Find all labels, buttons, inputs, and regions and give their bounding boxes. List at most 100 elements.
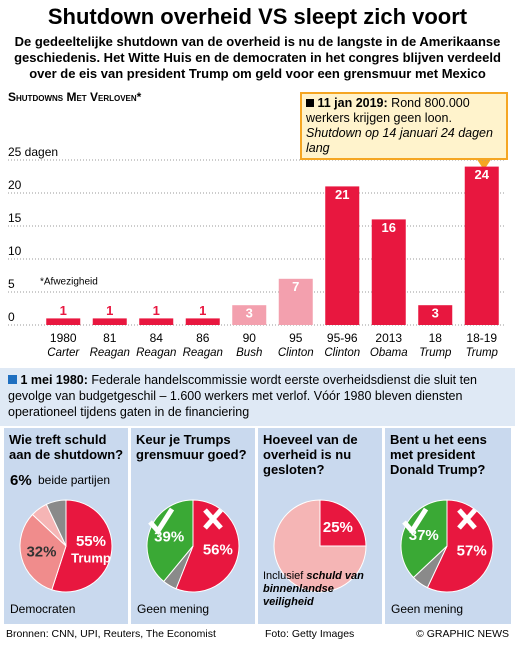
callout: 11 jan 2019: Rond 800.000 werkers krijge…: [300, 92, 508, 160]
callout-text: Rond 800.000 werkers krijgen geen loon.: [306, 96, 470, 125]
x-tick-label: 95-96: [327, 331, 358, 345]
info-background: [0, 368, 515, 426]
x-tick-label: 81: [103, 331, 117, 345]
value-label: 32%: [26, 543, 56, 560]
check-icon: [402, 507, 429, 536]
data-label: 3: [432, 306, 439, 321]
bar: [185, 318, 220, 325]
bar: [232, 305, 267, 325]
title: Shutdown overheid VS sleept zich voort: [47, 4, 468, 29]
x-tick-label: 84: [150, 331, 164, 345]
data-label: 21: [335, 187, 349, 202]
category-label: Democraten: [10, 602, 75, 616]
pie-title: Hoeveel van de overheid is nu gesloten?: [263, 432, 358, 477]
value-label: 56%: [203, 542, 233, 559]
pie-slice: [273, 499, 367, 593]
data-label: 7: [292, 279, 299, 294]
data-label: 1: [199, 303, 206, 318]
bar: [92, 318, 127, 325]
x-tick-sublabel: Reagan: [90, 347, 130, 359]
data-label: 1: [153, 303, 160, 318]
info-date: 1 mei 1980:: [20, 373, 88, 387]
bar: [464, 166, 499, 325]
bullet: [8, 375, 17, 384]
value-label: 37%: [409, 527, 439, 544]
bar: [371, 219, 406, 325]
category-label: Trump: [71, 550, 111, 565]
value-label: 55%: [76, 533, 106, 550]
sources: Bronnen: CNN, UPI, Reuters, The Economis…: [6, 628, 216, 640]
category-label: Geen mening: [391, 602, 463, 616]
value-label: 57%: [457, 542, 487, 559]
pie-slice: [146, 499, 194, 583]
info: 1 mei 1980: Federale handelscommissie wo…: [8, 372, 508, 420]
note-emphasis: schuld van binnenlandse veiligheid: [263, 570, 364, 608]
y-tick-label: 20: [8, 178, 22, 192]
x-tick-label: 18-19: [466, 331, 497, 345]
value-label: 39%: [154, 528, 184, 545]
x-tick-sublabel: Carter: [47, 347, 80, 359]
data-label: 3: [246, 306, 253, 321]
pie-title: Bent u het eens met president Donald Tru…: [390, 432, 487, 477]
x-tick-label: 90: [243, 331, 257, 345]
callout-pointer: [476, 158, 492, 170]
photo-credit: Foto: Getty Images: [265, 628, 355, 640]
y-tick-label: 0: [8, 310, 15, 324]
x-tick-label: 95: [289, 331, 303, 345]
x-tick-label: 2013: [375, 331, 402, 345]
pie-slice: [19, 513, 67, 591]
bar: [418, 305, 453, 325]
chart-title: Shutdowns Met Verloven*: [8, 90, 142, 104]
data-label: 1: [60, 303, 67, 318]
bar: [139, 318, 174, 325]
pie-slice: [51, 499, 113, 593]
x-tick-sublabel: Trump: [419, 347, 452, 359]
callout-date: 11 jan 2019:: [317, 96, 388, 110]
subtitle: De gedeeltelijke shutdown van de overhei…: [14, 34, 501, 81]
cross-icon: [457, 508, 477, 530]
x-tick-sublabel: Reagan: [183, 347, 223, 359]
y-tick-label: 25 dagen: [8, 145, 58, 159]
pie-title: Wie treft schuld aan de shutdown?: [9, 432, 124, 462]
y-tick-label: 5: [8, 277, 15, 291]
info-text: Federale handelscommissie wordt eerste o…: [8, 373, 478, 419]
data-label: 16: [382, 220, 396, 235]
x-tick-sublabel: Bush: [236, 347, 262, 359]
pie-note: Inclusief schuld van binnenlandse veilig…: [263, 570, 379, 609]
pie-slice: [175, 499, 240, 593]
value-label: 6%: [10, 472, 32, 489]
bar: [325, 186, 360, 325]
pie-slice: [319, 499, 367, 547]
x-tick-sublabel: Clinton: [324, 347, 360, 359]
category-label: Geen mening: [137, 602, 209, 616]
note: Inclusief: [263, 570, 304, 582]
credit: © GRAPHIC NEWS: [416, 628, 509, 640]
category-label: beide partijen: [38, 473, 110, 487]
x-tick-sublabel: Clinton: [278, 347, 314, 359]
pie-slice: [426, 499, 494, 593]
x-tick-label: 18: [429, 331, 443, 345]
callout-detail: Shutdown op 14 januari 24 dagen lang: [306, 126, 493, 155]
bar: [278, 278, 313, 325]
pie-title: Keur je Trumps grensmuur goed?: [136, 432, 247, 462]
pie-slice: [400, 499, 448, 579]
x-tick-sublabel: Trump: [466, 347, 499, 359]
x-tick-label: 86: [196, 331, 210, 345]
bullet: [306, 99, 314, 107]
y-tick-label: 15: [8, 211, 22, 225]
x-tick-sublabel: Obama: [370, 347, 408, 359]
x-tick-sublabel: Reagan: [136, 347, 176, 359]
check-icon: [148, 507, 175, 536]
cross-icon: [203, 508, 223, 530]
note: *Afwezigheid: [40, 277, 98, 288]
data-label: 24: [475, 167, 490, 182]
value-label: 25%: [323, 519, 353, 536]
x-tick-label: 1980: [50, 331, 77, 345]
pie-slice: [45, 499, 67, 547]
y-tick-label: 10: [8, 244, 22, 258]
data-label: 1: [106, 303, 113, 318]
bar: [46, 318, 81, 325]
